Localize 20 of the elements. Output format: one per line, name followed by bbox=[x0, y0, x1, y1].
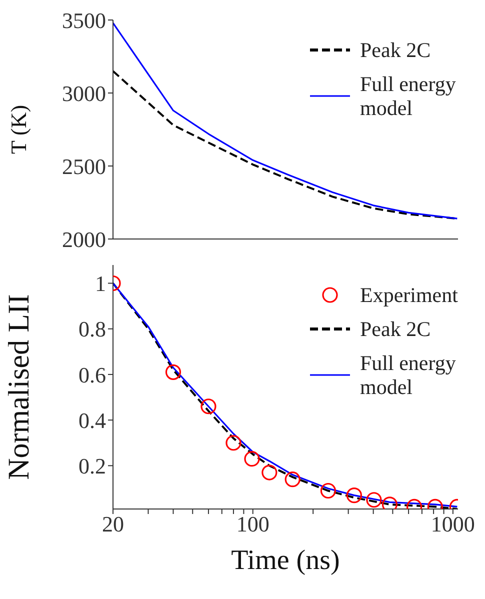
y-tick-label: 0.6 bbox=[78, 362, 106, 388]
y-tick-label: 3500 bbox=[62, 8, 106, 33]
y-tick-label: 0.8 bbox=[78, 316, 106, 342]
legend-label: Experiment bbox=[360, 283, 458, 307]
x-tick-label: 100 bbox=[236, 512, 270, 537]
x-tick-label: 1000 bbox=[430, 512, 475, 537]
y-tick-label: 0.2 bbox=[78, 453, 106, 478]
x-axis-title: Time (ns) bbox=[231, 545, 340, 576]
y-axis-title: Normalised LII bbox=[2, 294, 36, 480]
y-tick-label: 2500 bbox=[62, 154, 106, 179]
y-tick-label: 2000 bbox=[62, 226, 106, 252]
legend-label: Peak 2C bbox=[360, 38, 431, 62]
y-tick-label: 3000 bbox=[62, 80, 106, 106]
legend-label: Full energy model bbox=[360, 351, 457, 399]
y-tick-label: 1 bbox=[95, 271, 106, 296]
y-tick-label: 0.4 bbox=[78, 408, 106, 433]
legend-label: Full energy model bbox=[360, 72, 457, 120]
legend-label: Peak 2C bbox=[360, 317, 431, 341]
y-axis-title: T (K) bbox=[6, 104, 31, 154]
x-tick-label: 20 bbox=[102, 512, 124, 537]
